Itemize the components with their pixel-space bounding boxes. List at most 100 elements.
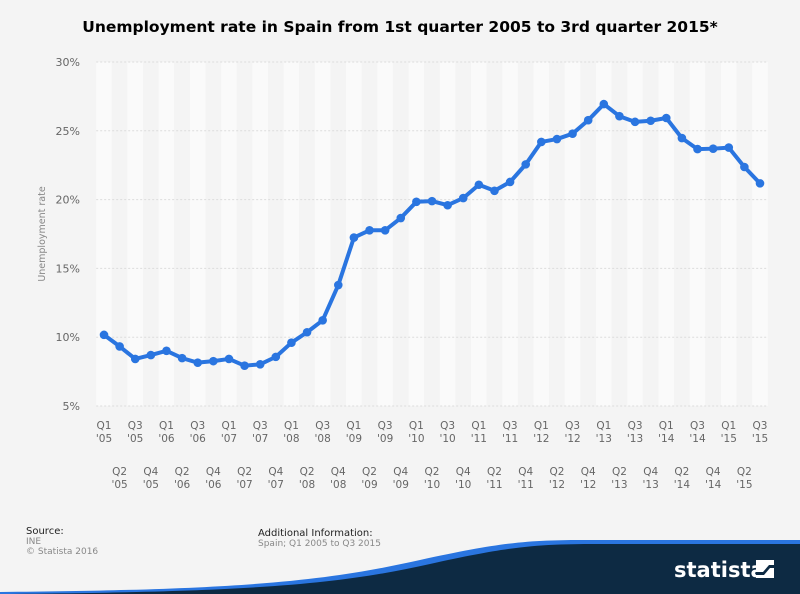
x-tick-label: Q1'10	[408, 420, 424, 445]
column-stripe	[642, 62, 659, 406]
column-stripe	[517, 62, 534, 406]
column-stripe	[158, 62, 175, 406]
column-stripe	[596, 62, 612, 406]
x-tick-label: Q1'12	[533, 420, 549, 445]
x-tick-label: Q4'13	[643, 466, 659, 491]
column-stripe	[205, 62, 222, 406]
x-tick-label: Q3'05	[127, 420, 143, 445]
data-point	[583, 115, 593, 125]
source-block: Source: INE © Statista 2016	[26, 526, 98, 557]
x-tick-label: Q1'13	[596, 420, 612, 445]
column-stripe	[127, 62, 144, 406]
x-tick-label: Q4'09	[393, 466, 409, 491]
y-axis-label: Unemployment rate	[37, 186, 48, 281]
column-stripe	[752, 62, 768, 406]
x-tick-label: Q2'11	[486, 466, 502, 491]
data-point	[193, 358, 203, 367]
column-stripe	[299, 62, 315, 406]
data-point	[209, 356, 218, 366]
x-tick-label: Q2'08	[299, 466, 315, 491]
statista-logo-icon	[756, 560, 774, 578]
x-tick-label: Q2'12	[549, 466, 565, 491]
x-tick-label: Q4'05	[143, 466, 159, 491]
x-tick-label: Q2'10	[424, 466, 440, 491]
data-point	[661, 113, 671, 123]
x-tick-label: Q1'05	[96, 420, 112, 445]
data-point	[490, 186, 499, 196]
x-tick-label: Q3'11	[502, 420, 518, 445]
column-stripe	[221, 62, 237, 406]
data-point	[646, 116, 655, 126]
column-stripe	[674, 62, 690, 406]
data-point	[99, 330, 109, 340]
data-point	[240, 361, 249, 370]
column-stripe	[314, 62, 331, 406]
source-label: Source:	[26, 526, 64, 537]
x-tick-label: Q4'08	[330, 466, 346, 491]
column-stripe	[236, 62, 253, 406]
additional-text: Spain; Q1 2005 to Q3 2015	[258, 539, 381, 549]
column-stripe	[439, 62, 456, 406]
data-point	[693, 144, 702, 154]
y-tick-label: 10%	[56, 331, 80, 344]
column-stripe	[658, 62, 675, 406]
data-point	[255, 360, 265, 369]
data-point	[333, 280, 343, 290]
column-stripe	[502, 62, 518, 406]
column-stripe	[705, 62, 721, 406]
x-tick-label: Q1'15	[721, 420, 737, 445]
column-stripe	[96, 62, 112, 406]
statista-logo-text: statista	[674, 558, 765, 582]
x-tick-label: Q1'11	[471, 420, 487, 445]
data-point	[302, 327, 312, 337]
x-tick-label: Q1'09	[346, 420, 362, 445]
x-tick-label: Q2'13	[611, 466, 627, 491]
data-point	[474, 180, 484, 190]
data-point	[162, 346, 171, 356]
column-stripe	[283, 62, 300, 406]
data-point	[615, 111, 624, 121]
y-tick-label: 30%	[56, 56, 80, 69]
data-point	[630, 117, 640, 127]
column-stripe	[564, 62, 581, 406]
x-tick-label: Q4'11	[518, 466, 534, 491]
x-tick-label: Q1'08	[283, 420, 299, 445]
column-stripe	[408, 62, 425, 406]
data-point	[380, 225, 390, 235]
data-point	[537, 137, 546, 147]
x-tick-label: Q2'06	[174, 466, 191, 491]
column-stripe	[549, 62, 565, 406]
additional-label: Additional Information:	[258, 528, 373, 539]
x-tick-label: Q3'14	[689, 420, 706, 445]
x-tick-label: Q2'07	[236, 466, 252, 491]
x-tick-label: Q3'06	[190, 420, 207, 445]
data-point	[458, 193, 468, 203]
data-point	[224, 354, 234, 364]
column-stripe	[392, 62, 409, 406]
column-stripe	[111, 62, 128, 406]
x-tick-label: Q4'06	[205, 466, 222, 491]
y-tick-label: 5%	[63, 400, 80, 413]
data-point	[568, 129, 577, 138]
data-point	[287, 338, 296, 348]
x-tick-label: Q4'12	[580, 466, 596, 491]
column-stripe	[689, 62, 706, 406]
x-tick-label: Q4'14	[705, 466, 722, 491]
x-tick-label: Q3'09	[377, 420, 393, 445]
chart-title: Unemployment rate in Spain from 1st quar…	[82, 18, 718, 36]
data-point	[677, 133, 687, 143]
data-point	[365, 225, 374, 235]
data-point	[755, 179, 765, 188]
column-stripe	[627, 62, 643, 406]
copyright: © Statista 2016	[26, 547, 99, 557]
column-stripe	[720, 62, 737, 406]
x-tick-label: Q4'10	[455, 466, 471, 491]
column-stripe	[252, 62, 268, 406]
column-stripe	[611, 62, 628, 406]
data-point	[146, 350, 156, 360]
data-point	[427, 196, 437, 206]
column-stripe	[174, 62, 190, 406]
x-tick-label: Q1'06	[158, 420, 175, 445]
data-point	[396, 213, 406, 223]
